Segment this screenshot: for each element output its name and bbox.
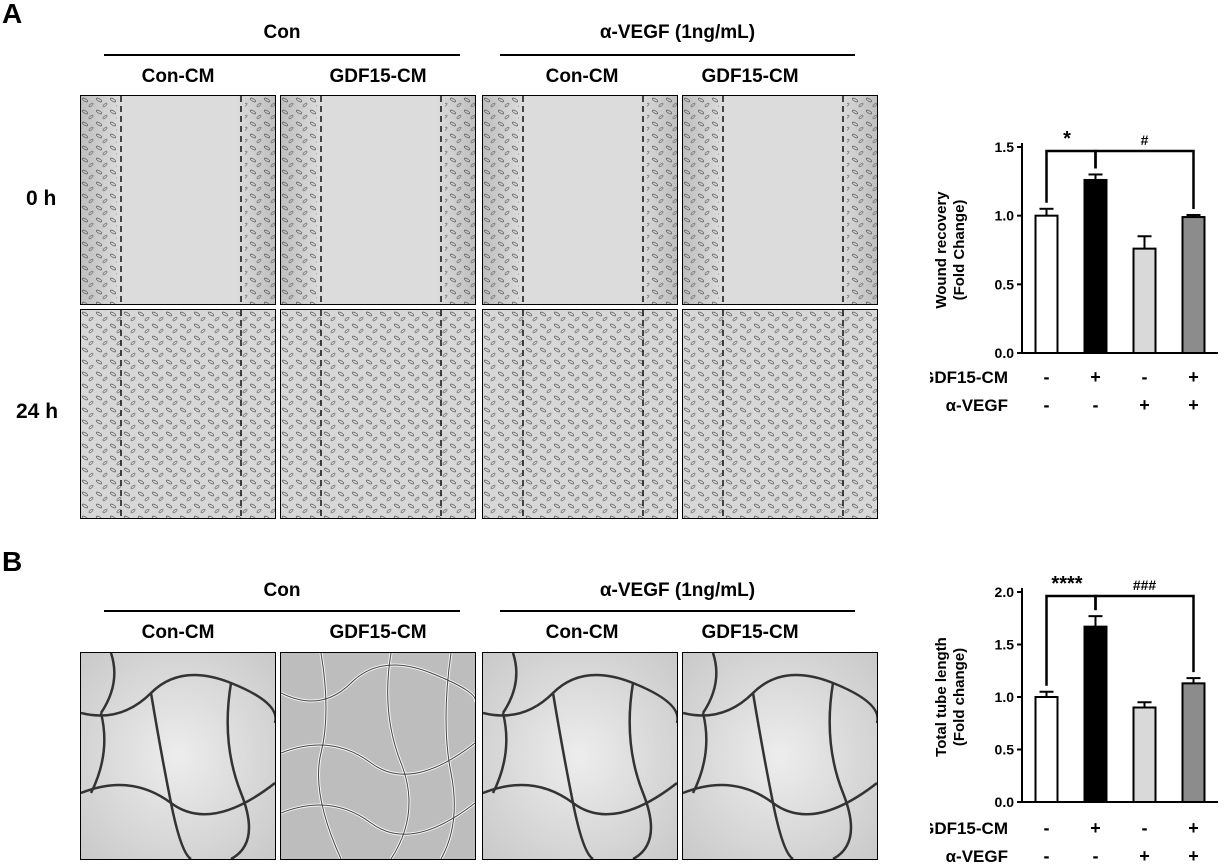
significance-bracket <box>1094 149 1195 209</box>
wound-recovery-bar-chart: 0.0 0.5 1.0 1.5 Wound recovery (Fold Change) *… <box>930 128 1218 415</box>
condition-sign: - <box>1044 395 1050 415</box>
bar <box>1083 178 1108 354</box>
significance-label: # <box>1141 132 1149 148</box>
y-axis-label: (Fold Change) <box>951 200 968 301</box>
column-label: Con-CM <box>141 622 215 643</box>
condition-sign: - <box>1142 367 1148 387</box>
condition-sign: + <box>1188 818 1199 838</box>
y-tick-label: 1.0 <box>995 689 1015 705</box>
y-axis-label: (Fold change) <box>951 648 968 746</box>
bar <box>1034 696 1059 803</box>
wound-micrograph-0h-vegf-gdf15-cm <box>682 95 878 305</box>
group-label-con: Con <box>263 580 301 601</box>
bar <box>1132 706 1157 803</box>
condition-sign: - <box>1044 818 1050 838</box>
condition-sign: - <box>1093 846 1099 866</box>
y-tick-label: 0.5 <box>995 742 1015 758</box>
wound-micrograph-24h-vegf-gdf15-cm <box>682 309 878 519</box>
column-label: GDF15-CM <box>329 66 427 87</box>
tube-micrograph-vegf-con-cm <box>482 652 678 860</box>
tube-micrograph-con-cm <box>80 652 276 860</box>
column-label: Con-CM <box>141 66 215 87</box>
y-tick-label: 0.0 <box>995 345 1015 361</box>
significance-label: ### <box>1133 577 1157 593</box>
condition-sign: + <box>1139 395 1150 415</box>
group-label-anti-vegf: α-VEGF (1ng/mL) <box>599 580 756 601</box>
group-label-anti-vegf: α-VEGF (1ng/mL) <box>599 22 756 43</box>
condition-sign: - <box>1093 395 1099 415</box>
condition-sign: + <box>1188 395 1199 415</box>
condition-row-label: GDF15-CM <box>930 819 1008 838</box>
significance-bracket <box>1094 594 1195 673</box>
group-underline <box>104 610 460 612</box>
bar <box>1132 247 1157 354</box>
significance-label: **** <box>1051 573 1082 595</box>
condition-sign: - <box>1142 818 1148 838</box>
wound-micrograph-0h-con-cm <box>80 95 276 305</box>
bar <box>1034 214 1059 354</box>
condition-sign: - <box>1044 846 1050 866</box>
condition-row-label: GDF15-CM <box>930 368 1008 387</box>
y-tick-label: 1.5 <box>995 637 1015 653</box>
tube-length-bar-chart: 0.0 0.5 1.0 1.5 2.0 Total tube length (Fold ch… <box>930 573 1218 866</box>
wound-micrograph-24h-vegf-con-cm <box>482 309 678 519</box>
tube-micrograph-gdf15-cm <box>280 652 476 860</box>
condition-sign: + <box>1090 818 1101 838</box>
wound-micrograph-24h-gdf15-cm <box>280 309 476 519</box>
bar <box>1181 682 1206 803</box>
column-label: GDF15-CM <box>701 66 799 87</box>
condition-sign: - <box>1044 367 1050 387</box>
group-underline <box>104 54 460 56</box>
bar <box>1083 625 1108 804</box>
y-axis-label: Wound recovery <box>933 191 950 309</box>
condition-sign: + <box>1139 846 1150 866</box>
significance-label: * <box>1063 128 1071 150</box>
wound-micrograph-0h-gdf15-cm <box>280 95 476 305</box>
condition-sign: + <box>1090 367 1101 387</box>
y-tick-label: 1.5 <box>995 139 1015 155</box>
y-tick-label: 0.0 <box>995 794 1015 810</box>
panel-letter-a: A <box>2 0 23 29</box>
column-label: GDF15-CM <box>701 622 799 643</box>
group-underline <box>500 54 855 56</box>
tube-micrograph-vegf-gdf15-cm <box>682 652 878 860</box>
column-label: GDF15-CM <box>329 622 427 643</box>
panel-letter-b: B <box>2 546 23 577</box>
group-underline <box>500 610 855 612</box>
column-label: Con-CM <box>545 622 619 643</box>
row-label-0h: 0 h <box>26 187 57 210</box>
y-axis-label: Total tube length <box>933 637 950 757</box>
condition-row-label: α-VEGF <box>946 396 1008 415</box>
condition-sign: + <box>1188 367 1199 387</box>
condition-row-label: α-VEGF <box>946 847 1008 866</box>
wound-micrograph-24h-con-cm <box>80 309 276 519</box>
y-tick-label: 2.0 <box>995 584 1015 600</box>
group-label-con: Con <box>263 22 301 43</box>
condition-sign: + <box>1188 846 1199 866</box>
wound-micrograph-0h-vegf-con-cm <box>482 95 678 305</box>
column-label: Con-CM <box>545 66 619 87</box>
y-tick-label: 0.5 <box>995 276 1015 292</box>
bar <box>1181 216 1206 355</box>
y-tick-label: 1.0 <box>995 208 1015 224</box>
row-label-24h: 24 h <box>16 400 59 423</box>
